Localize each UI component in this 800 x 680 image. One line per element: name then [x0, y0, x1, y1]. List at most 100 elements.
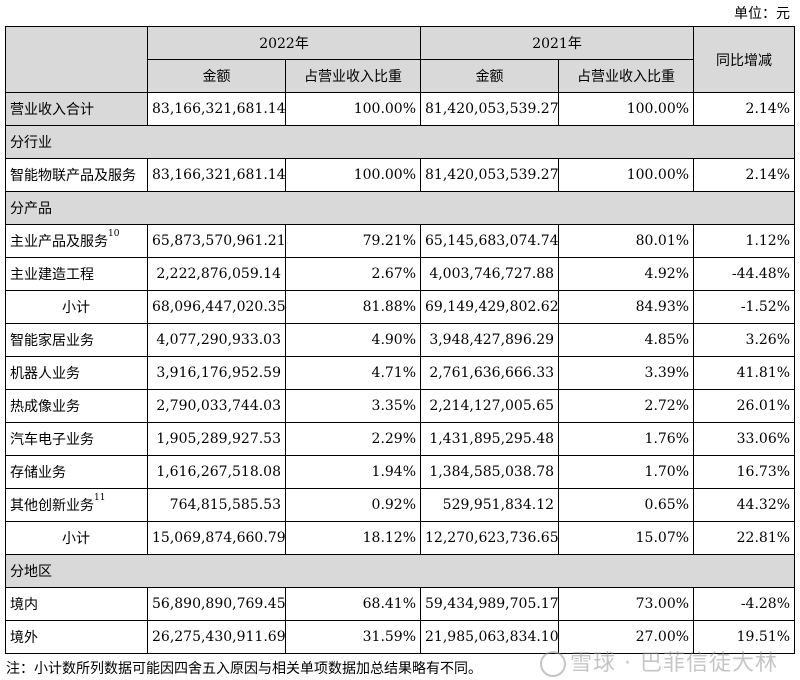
row-label: 热成像业务 — [5, 389, 148, 423]
share-2022-cell: 0.92% — [284, 488, 422, 522]
amount-2021-cell: 65,145,683,074.74 — [420, 224, 560, 258]
yoy-change-cell: 2.14% — [693, 92, 796, 126]
amount-2021-cell: 81,420,053,539.27 — [420, 158, 560, 192]
row-label-text: 境外 — [10, 630, 38, 646]
row-label: 主业产品及服务10 — [5, 224, 148, 258]
row-label: 存储业务 — [5, 455, 148, 489]
yoy-change-cell: -4.28% — [693, 587, 796, 621]
share-2021-cell: 3.39% — [558, 356, 695, 390]
header-year-2021: 2021年 — [420, 26, 695, 60]
amount-2022-cell: 4,077,290,933.03 — [147, 323, 286, 357]
table-row: 境外 26,275,430,911.69 31.59% 21,985,063,834.… — [5, 620, 796, 654]
share-2021-cell: 1.76% — [558, 422, 695, 456]
amount-2022-cell: 1,905,289,927.53 — [147, 422, 286, 456]
footnote-ref: 10 — [108, 229, 120, 239]
header-amount-2022: 金额 — [147, 59, 286, 93]
amount-2021-cell: 69,149,429,802.62 — [420, 290, 560, 324]
row-label-text: 智能家居业务 — [10, 333, 94, 349]
row-label-text: 小计 — [62, 531, 90, 547]
table-row: 汽车电子业务 1,905,289,927.53 2.29% 1,431,895,295… — [5, 422, 796, 456]
table-row: 智能物联产品及服务 83,166,321,681.14 100.00% 81,420,… — [5, 158, 796, 192]
subtotal-row: 小计 15,069,874,660.79 18.12% 12,270,623,736.… — [5, 521, 796, 555]
row-label: 其他创新业务11 — [5, 488, 148, 522]
row-label: 智能家居业务 — [5, 323, 148, 357]
row-label-text: 主业建造工程 — [10, 267, 94, 283]
amount-2022-cell: 83,166,321,681.14 — [147, 158, 286, 192]
row-label: 小计 — [5, 290, 148, 324]
header-year-2022: 2022年 — [146, 26, 422, 60]
section-label: 分产品 — [4, 191, 796, 225]
amount-2021-cell: 2,761,636,666.33 — [420, 356, 560, 390]
header-corner — [5, 26, 148, 93]
amount-2022-cell: 83,166,321,681.14 — [147, 92, 286, 126]
watermark-text: 雪球 · 巴菲信徒大林 — [570, 651, 778, 676]
share-2022-cell: 2.29% — [284, 422, 422, 456]
yoy-change-cell: -1.52% — [693, 290, 796, 324]
table-row: 其他创新业务11 764,815,585.53 0.92% 529,951,834.1… — [5, 488, 796, 522]
yoy-change-cell: 22.81% — [693, 521, 796, 555]
yoy-change-cell: 3.26% — [693, 323, 796, 357]
row-label: 境内 — [5, 587, 148, 621]
share-2021-cell: 1.70% — [558, 455, 695, 489]
share-2022-cell: 18.12% — [284, 521, 422, 555]
share-2021-cell: 100.00% — [558, 158, 695, 192]
header-share-2021: 占营业收入比重 — [558, 59, 695, 93]
footnote: 注：小计数所列数据可能因四舍五入原因与相关单项数据加总结果略有不同。 — [6, 661, 482, 677]
table-row: 机器人业务 3,916,176,952.59 4.71% 2,761,636,666.… — [5, 356, 796, 390]
share-2022-cell: 4.71% — [284, 356, 422, 390]
table-row: 智能家居业务 4,077,290,933.03 4.90% 3,948,427,896… — [5, 323, 796, 357]
yoy-change-cell: 41.81% — [693, 356, 796, 390]
table-row: 境内 56,890,890,769.45 68.41% 59,434,989,705.… — [5, 587, 796, 621]
amount-2021-cell: 2,214,127,005.65 — [420, 389, 560, 423]
amount-2021-cell: 59,434,989,705.17 — [420, 587, 560, 621]
amount-2021-cell: 81,420,053,539.27 — [420, 92, 560, 126]
amount-2022-cell: 68,096,447,020.35 — [147, 290, 286, 324]
header-share-2022: 占营业收入比重 — [284, 59, 422, 93]
row-label: 营业收入合计 — [5, 92, 148, 126]
revenue-table: 2022年 2021年 同比增减 金额 占营业收入比重 金额 占营业收入比重 营… — [4, 26, 796, 654]
share-2021-cell: 4.85% — [558, 323, 695, 357]
amount-2022-cell: 764,815,585.53 — [147, 488, 286, 522]
row-label: 主业建造工程 — [5, 257, 148, 291]
section-row: 分地区 — [4, 554, 796, 588]
row-label-text: 存储业务 — [10, 465, 66, 481]
row-label-text: 主业产品及服务 — [10, 234, 108, 250]
amount-2022-cell: 3,916,176,952.59 — [147, 356, 286, 390]
row-label: 境外 — [5, 620, 148, 654]
share-2021-cell: 0.65% — [558, 488, 695, 522]
section-row: 分行业 — [4, 125, 796, 159]
share-2022-cell: 3.35% — [284, 389, 422, 423]
table-row: 营业收入合计 83,166,321,681.14 100.00% 81,420,053… — [5, 92, 796, 126]
amount-2022-cell: 2,222,876,059.14 — [147, 257, 286, 291]
row-label: 智能物联产品及服务 — [5, 158, 148, 192]
amount-2022-cell: 65,873,570,961.21 — [147, 224, 286, 258]
share-2022-cell: 81.88% — [284, 290, 422, 324]
amount-2021-cell: 1,384,585,038.78 — [420, 455, 560, 489]
unit-label: 单位：元 — [734, 6, 790, 22]
row-label: 小计 — [5, 521, 148, 555]
row-label: 机器人业务 — [5, 356, 148, 390]
row-label: 汽车电子业务 — [5, 422, 148, 456]
yoy-change-cell: 33.06% — [693, 422, 796, 456]
amount-2022-cell: 15,069,874,660.79 — [147, 521, 286, 555]
row-label-text: 热成像业务 — [10, 399, 80, 415]
amount-2022-cell: 56,890,890,769.45 — [147, 587, 286, 621]
row-label-text: 机器人业务 — [10, 366, 80, 382]
yoy-change-cell: 44.32% — [693, 488, 796, 522]
share-2021-cell: 27.00% — [558, 620, 695, 654]
share-2022-cell: 68.41% — [284, 587, 422, 621]
share-2021-cell: 84.93% — [558, 290, 695, 324]
amount-2021-cell: 4,003,746,727.88 — [420, 257, 560, 291]
share-2022-cell: 31.59% — [284, 620, 422, 654]
amount-2022-cell: 26,275,430,911.69 — [147, 620, 286, 654]
section-label: 分行业 — [4, 125, 796, 159]
share-2021-cell: 80.01% — [558, 224, 695, 258]
share-2021-cell: 2.72% — [558, 389, 695, 423]
share-2022-cell: 100.00% — [284, 158, 422, 192]
yoy-change-cell: 19.51% — [693, 620, 796, 654]
header-yoy: 同比增减 — [693, 26, 796, 93]
table-body: 营业收入合计 83,166,321,681.14 100.00% 81,420,053… — [4, 92, 796, 654]
table-row: 存储业务 1,616,267,518.08 1.94% 1,384,585,038.7… — [5, 455, 796, 489]
amount-2022-cell: 1,616,267,518.08 — [147, 455, 286, 489]
snowball-logo-icon — [540, 651, 567, 677]
